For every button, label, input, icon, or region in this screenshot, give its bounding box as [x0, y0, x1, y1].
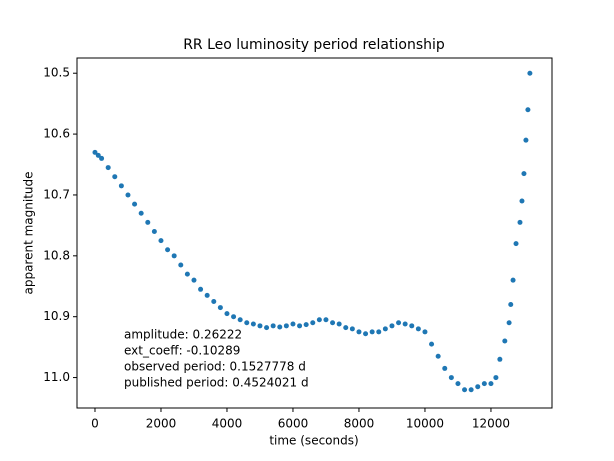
annotation: amplitude: 0.26222	[124, 328, 242, 342]
data-point	[204, 292, 210, 298]
data-point	[191, 277, 197, 283]
data-point	[211, 298, 217, 304]
y-tick-label: 11.0	[43, 370, 70, 384]
data-point	[462, 387, 468, 393]
data-point	[158, 238, 164, 244]
data-point	[198, 286, 204, 292]
data-point	[237, 317, 243, 323]
y-tick-label: 10.9	[43, 309, 70, 323]
data-point	[330, 320, 336, 326]
data-point	[363, 331, 369, 337]
data-point	[184, 271, 190, 277]
data-point	[382, 326, 388, 332]
data-point	[99, 155, 105, 161]
x-tick-label: 4000	[212, 417, 243, 431]
data-point	[283, 323, 289, 329]
data-point	[376, 329, 382, 335]
x-tick-label: 8000	[344, 417, 375, 431]
data-point	[517, 219, 523, 225]
y-tick-label: 10.8	[43, 248, 70, 262]
data-point	[277, 324, 283, 330]
data-point	[502, 338, 508, 344]
data-point	[132, 201, 138, 207]
data-point	[343, 325, 349, 331]
data-point	[468, 387, 474, 393]
data-point	[316, 317, 322, 323]
x-tick-label: 0	[91, 417, 99, 431]
data-point	[250, 321, 256, 327]
y-tick-label: 10.5	[43, 66, 70, 80]
annotation: published period: 0.4524021 d	[124, 376, 309, 390]
data-point	[257, 323, 263, 329]
data-point	[369, 329, 375, 335]
data-point	[448, 375, 454, 381]
data-point	[244, 320, 250, 326]
data-point	[429, 341, 435, 347]
data-point	[402, 321, 408, 327]
data-point	[422, 329, 428, 335]
data-point	[356, 329, 362, 335]
data-point	[231, 314, 237, 320]
data-point	[525, 107, 531, 113]
data-point	[217, 305, 223, 311]
data-point	[396, 320, 402, 326]
data-point	[415, 326, 421, 332]
data-point	[442, 365, 448, 371]
data-point	[519, 198, 525, 204]
data-point	[297, 323, 303, 329]
data-point	[389, 323, 395, 329]
y-tick-label: 10.6	[43, 127, 70, 141]
data-point	[125, 192, 131, 198]
annotation: ext_coeff: -0.10289	[124, 344, 240, 358]
data-point	[323, 317, 329, 323]
chart-title: RR Leo luminosity period relationship	[183, 37, 445, 53]
data-point	[475, 384, 481, 390]
data-point	[95, 152, 101, 158]
y-tick-label: 10.7	[43, 187, 70, 201]
data-point	[336, 321, 342, 327]
data-point	[493, 375, 499, 381]
data-point	[118, 183, 124, 189]
data-point	[224, 311, 230, 317]
data-point	[527, 70, 533, 76]
data-point	[409, 323, 415, 329]
data-point	[290, 321, 296, 327]
x-axis-label: time (seconds)	[269, 434, 358, 448]
data-point	[455, 381, 461, 387]
data-point	[138, 210, 144, 216]
data-point	[145, 219, 151, 225]
data-point	[497, 356, 503, 362]
data-point	[435, 353, 441, 359]
x-tick-label: 6000	[278, 417, 309, 431]
y-axis-label: apparent magnitude	[22, 171, 36, 294]
data-point	[510, 277, 516, 283]
data-point	[310, 320, 316, 326]
data-point	[171, 253, 177, 259]
data-point	[508, 302, 514, 308]
annotation: observed period: 0.1527778 d	[124, 360, 306, 374]
x-tick-label: 12000	[472, 417, 510, 431]
x-tick-label: 2000	[146, 417, 177, 431]
plot-frame	[76, 57, 553, 409]
data-point	[506, 320, 512, 326]
data-point	[523, 137, 529, 143]
data-point	[349, 326, 355, 332]
data-point	[92, 149, 98, 155]
data-point	[481, 381, 487, 387]
data-point	[112, 174, 118, 180]
data-point	[488, 381, 494, 387]
data-point	[303, 322, 309, 328]
data-point	[521, 171, 527, 177]
data-point	[270, 323, 276, 329]
data-point	[105, 165, 111, 171]
data-point	[165, 247, 171, 253]
data-point	[264, 325, 270, 331]
data-point	[151, 228, 157, 234]
data-point	[513, 241, 519, 247]
data-point	[178, 262, 184, 268]
x-tick-label: 10000	[406, 417, 444, 431]
